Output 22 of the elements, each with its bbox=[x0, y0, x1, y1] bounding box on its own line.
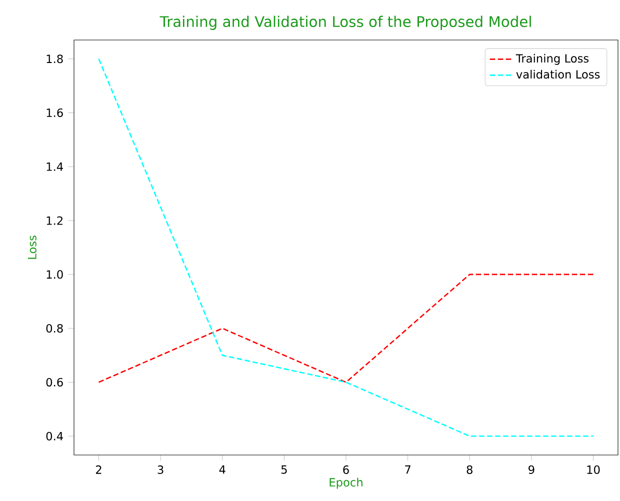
y-tick-label: 1.2 bbox=[46, 216, 62, 225]
x-tick-label: 7 bbox=[405, 465, 410, 474]
y-tick-label: 0.6 bbox=[46, 378, 63, 387]
legend-label: validation Loss bbox=[516, 70, 600, 79]
legend-label: Training Loss bbox=[516, 54, 589, 65]
x-tick-label: 10 bbox=[587, 465, 600, 474]
x-tick-label: 3 bbox=[158, 465, 164, 474]
x-tick-label: 9 bbox=[528, 465, 534, 474]
y-tick-label: 1.4 bbox=[46, 162, 63, 171]
x-axis-title: Epoch bbox=[330, 478, 362, 489]
x-tick-label: 2 bbox=[96, 465, 102, 474]
x-tick-label: 8 bbox=[466, 465, 472, 474]
y-tick-label: 1.8 bbox=[46, 54, 63, 64]
x-tick-label: 6 bbox=[343, 465, 349, 474]
x-tick-label: 4 bbox=[219, 465, 226, 474]
y-tick-label: 1.0 bbox=[46, 270, 63, 279]
y-axis-title: Loss bbox=[28, 236, 36, 259]
x-tick-label: 5 bbox=[281, 465, 287, 474]
chart-title: Training and Validation Loss of the Proposed Model bbox=[160, 16, 531, 30]
y-tick-label: 0.4 bbox=[46, 432, 63, 440]
y-tick-label: 0.8 bbox=[46, 324, 63, 333]
y-tick-label: 1.6 bbox=[46, 108, 63, 118]
